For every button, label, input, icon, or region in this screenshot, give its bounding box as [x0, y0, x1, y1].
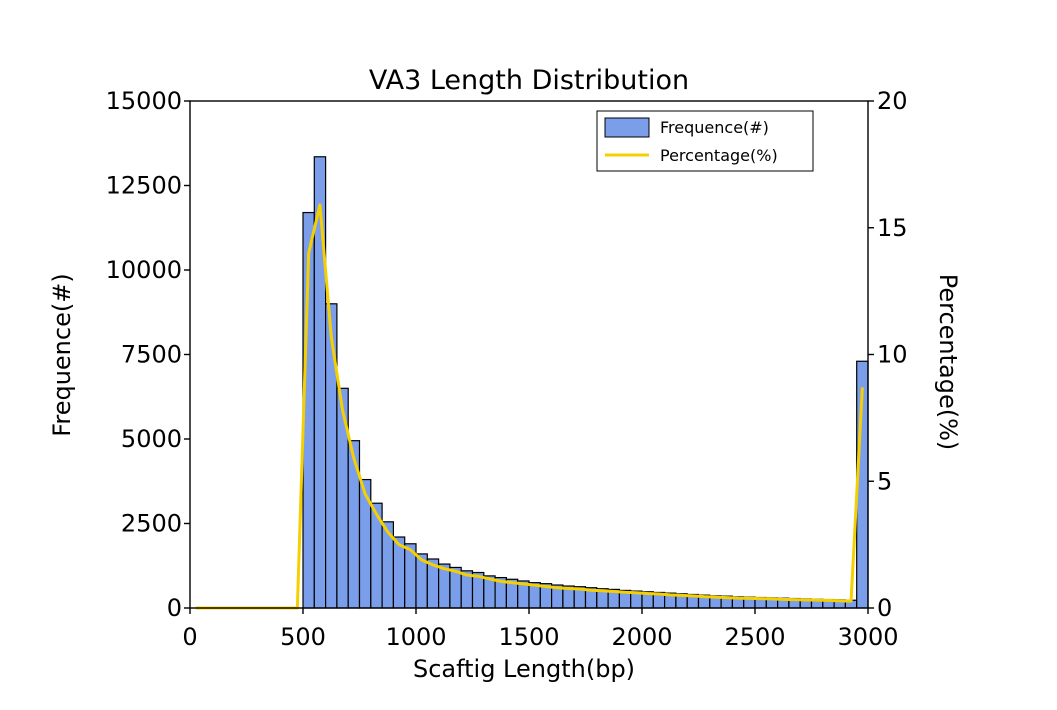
- histogram-bars: [302, 156, 869, 609]
- x-tick-label: 0: [182, 623, 197, 651]
- y-tick-label: 15000: [106, 87, 182, 115]
- y2-tick-label: 10: [877, 341, 908, 369]
- x-tick-label: 500: [280, 623, 326, 651]
- y-tick-label: 10000: [106, 256, 182, 284]
- x-tick-label: 2500: [724, 623, 785, 651]
- legend-label-frequence: Frequence(#): [660, 118, 769, 137]
- legend-bar-swatch: [604, 117, 650, 138]
- y-tick-label: 7500: [121, 341, 182, 369]
- plot-frame: [189, 100, 869, 609]
- x-axis-label: Scaftig Length(bp): [413, 655, 635, 683]
- y-tick-label: 2500: [121, 510, 182, 538]
- legend-label-percentage: Percentage(%): [660, 146, 778, 165]
- histogram-bar: [347, 440, 361, 609]
- y2-tick-label: 15: [877, 214, 908, 242]
- x-tick-label: 1500: [498, 623, 559, 651]
- y-tick-label: 0: [167, 594, 182, 622]
- x-tick-label: 2000: [611, 623, 672, 651]
- y-tick-label: 12500: [106, 172, 182, 200]
- percentage-line-series: [195, 203, 864, 610]
- y2-tick-label: 20: [877, 87, 908, 115]
- y2-tick-label: 0: [877, 594, 892, 622]
- x-tick-label: 1000: [385, 623, 446, 651]
- x-axis-ticks: 0 500 1000 1500 2000 2500 3000: [182, 608, 899, 651]
- chart-title: VA3 Length Distribution: [369, 65, 689, 96]
- x-tick-label: 3000: [837, 623, 898, 651]
- y-tick-label: 5000: [121, 425, 182, 453]
- y-axis-label: Frequence(#): [48, 273, 76, 436]
- y2-axis-ticks: 0 5 10 15 20: [868, 87, 908, 622]
- y2-tick-label: 5: [877, 467, 892, 495]
- y-axis-ticks: 0 2500 5000 7500 10000 12500 15000: [106, 87, 190, 622]
- percentage-line: [195, 203, 864, 610]
- chart-legend: Frequence(#) Percentage(%): [596, 110, 814, 172]
- y2-axis-label: Percentage(%): [934, 274, 962, 451]
- histogram-bar: [325, 303, 338, 609]
